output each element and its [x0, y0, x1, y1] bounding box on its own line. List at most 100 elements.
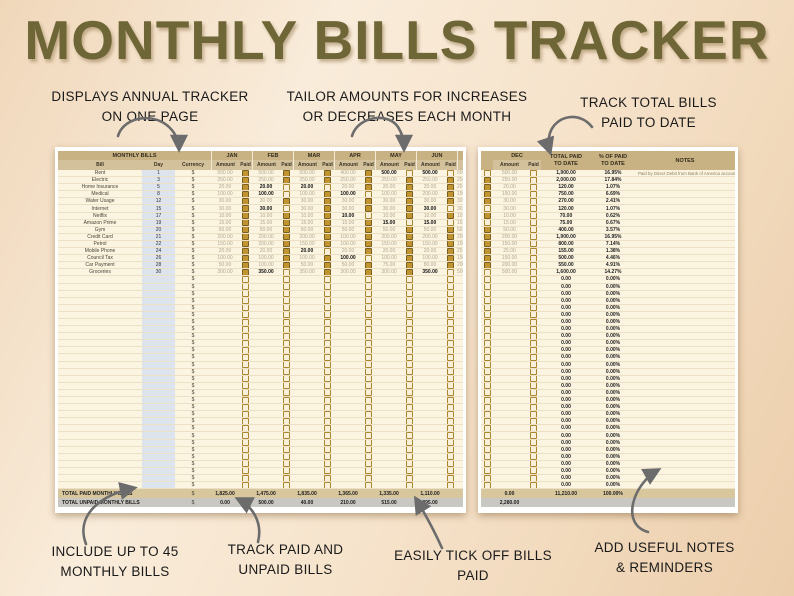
checkbox-cell[interactable]	[280, 297, 293, 305]
checkbox-cell[interactable]	[526, 262, 541, 270]
checkbox-cell[interactable]	[403, 226, 416, 234]
currency-cell[interactable]: $	[175, 184, 211, 192]
amount-cell[interactable]	[211, 446, 239, 454]
currency-cell[interactable]: $	[175, 411, 211, 419]
note-cell[interactable]	[635, 226, 735, 234]
day-cell[interactable]	[142, 425, 175, 433]
amount-cell[interactable]	[252, 283, 280, 291]
paid-checkbox[interactable]	[324, 418, 331, 425]
paid-checkbox[interactable]	[365, 475, 372, 482]
paid-checkbox[interactable]	[242, 184, 249, 191]
currency-cell[interactable]: $	[175, 439, 211, 447]
paid-checkbox[interactable]	[324, 233, 331, 240]
amount-cell[interactable]: 100.00	[334, 240, 362, 249]
amount-cell[interactable]	[293, 475, 321, 483]
paid-checkbox[interactable]	[283, 177, 290, 184]
checkbox-cell[interactable]	[526, 248, 541, 256]
checkbox-cell[interactable]	[362, 184, 375, 192]
checkbox-cell[interactable]	[403, 269, 416, 277]
checkbox-cell[interactable]	[280, 425, 293, 433]
paid-checkbox[interactable]	[365, 240, 372, 248]
checkbox-cell[interactable]	[321, 240, 334, 249]
checkbox-cell[interactable]	[444, 226, 457, 234]
dec-amount-cell[interactable]	[493, 418, 526, 426]
note-cell[interactable]	[635, 482, 735, 490]
paid-checkbox[interactable]	[283, 397, 290, 404]
checkbox-cell[interactable]	[321, 177, 334, 185]
amount-cell[interactable]	[334, 354, 362, 362]
paid-checkbox[interactable]	[324, 255, 331, 262]
amount-cell[interactable]: 250.00	[334, 177, 362, 185]
paid-checkbox[interactable]	[406, 347, 413, 354]
checkbox-cell[interactable]	[481, 467, 493, 476]
amount-cell[interactable]	[293, 354, 321, 362]
nov-paid-checkbox[interactable]	[483, 283, 491, 290]
paid-checkbox[interactable]	[324, 333, 331, 340]
checkbox-cell[interactable]	[403, 475, 416, 483]
day-cell[interactable]	[142, 411, 175, 419]
checkbox-cell[interactable]	[362, 248, 375, 256]
amount-cell[interactable]	[252, 432, 280, 440]
paid-checkbox[interactable]	[406, 177, 413, 184]
paid-checkbox[interactable]	[406, 340, 413, 347]
paid-checkbox[interactable]	[324, 276, 331, 283]
amount-cell[interactable]: 300.00	[211, 269, 239, 277]
paid-checkbox[interactable]	[324, 354, 331, 361]
note-cell[interactable]	[635, 290, 735, 298]
dec-amount-cell[interactable]	[493, 482, 526, 490]
dec-paid-checkbox[interactable]	[530, 354, 537, 361]
paid-checkbox[interactable]	[447, 439, 454, 446]
note-cell[interactable]	[635, 283, 735, 291]
amount-cell[interactable]: 30.00	[334, 198, 362, 206]
paid-checkbox[interactable]	[324, 198, 331, 205]
paid-checkbox[interactable]	[447, 333, 454, 340]
nov-paid-checkbox[interactable]	[483, 304, 491, 311]
checkbox-cell[interactable]	[280, 318, 293, 327]
checkbox-cell[interactable]	[280, 255, 293, 263]
amount-cell[interactable]	[211, 432, 239, 440]
amount-cell[interactable]	[375, 411, 403, 419]
paid-checkbox[interactable]	[447, 361, 454, 368]
note-cell[interactable]	[635, 240, 735, 249]
day-cell[interactable]	[142, 276, 175, 284]
checkbox-cell[interactable]	[280, 404, 293, 412]
currency-cell[interactable]: $	[175, 404, 211, 412]
paid-checkbox[interactable]	[283, 184, 290, 191]
amount-cell[interactable]	[334, 439, 362, 447]
nov-paid-checkbox[interactable]	[483, 311, 491, 318]
checkbox-cell[interactable]	[444, 368, 457, 376]
amount-cell[interactable]	[375, 304, 403, 312]
paid-checkbox[interactable]	[283, 248, 290, 255]
paid-checkbox[interactable]	[447, 375, 454, 382]
amount-cell[interactable]: 400.00	[334, 170, 362, 178]
checkbox-cell[interactable]	[280, 347, 293, 355]
checkbox-cell[interactable]	[403, 184, 416, 192]
paid-checkbox[interactable]	[283, 467, 290, 475]
amount-cell[interactable]	[416, 425, 444, 433]
amount-cell[interactable]: 150.00	[416, 240, 444, 249]
amount-cell[interactable]	[334, 411, 362, 419]
checkbox-cell[interactable]	[403, 240, 416, 249]
paid-checkbox[interactable]	[283, 205, 290, 212]
amount-cell[interactable]: 100.00	[252, 262, 280, 270]
paid-checkbox[interactable]	[242, 170, 249, 177]
bill-name-cell[interactable]	[58, 404, 142, 412]
dec-amount-cell[interactable]	[493, 411, 526, 419]
paid-checkbox[interactable]	[406, 170, 413, 177]
checkbox-cell[interactable]	[362, 404, 375, 412]
checkbox-cell[interactable]	[403, 297, 416, 305]
checkbox-cell[interactable]	[280, 205, 293, 213]
checkbox-cell[interactable]	[403, 311, 416, 319]
paid-checkbox[interactable]	[283, 318, 290, 326]
day-cell[interactable]: 28	[142, 262, 175, 270]
note-cell[interactable]	[635, 375, 735, 383]
checkbox-cell[interactable]	[444, 212, 457, 220]
amount-cell[interactable]	[252, 482, 280, 490]
dec-amount-cell[interactable]	[493, 361, 526, 369]
paid-checkbox[interactable]	[447, 304, 454, 311]
nov-paid-checkbox[interactable]	[483, 170, 491, 177]
checkbox-cell[interactable]	[403, 347, 416, 355]
amount-cell[interactable]	[416, 340, 444, 348]
nov-paid-checkbox[interactable]	[483, 375, 491, 382]
amount-cell[interactable]	[211, 318, 239, 327]
